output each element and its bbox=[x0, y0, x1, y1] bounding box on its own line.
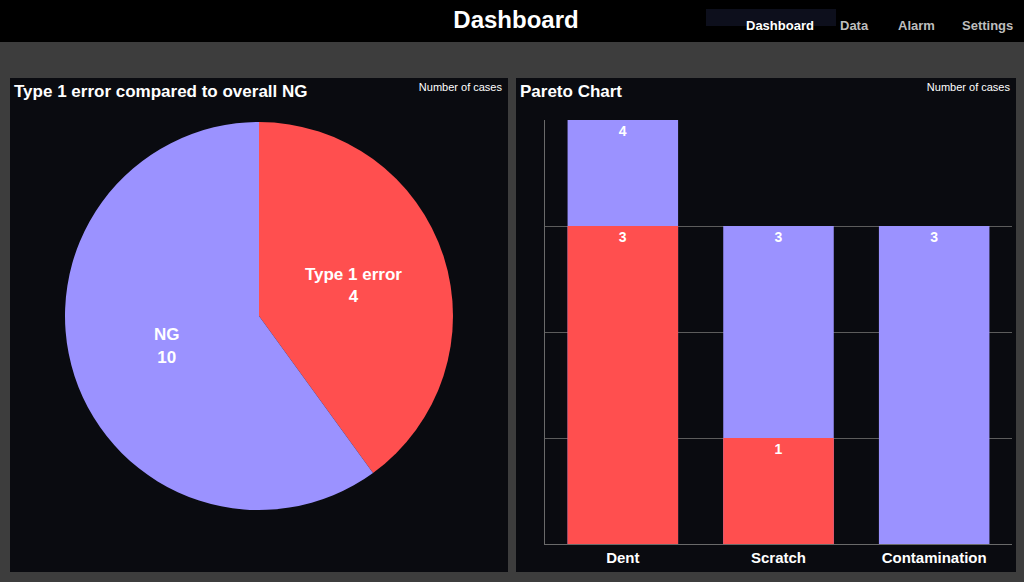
html-text:Number of cases: Number of cases bbox=[926, 81, 1010, 93]
html-text:Alarm: Alarm bbox=[898, 18, 935, 33]
svg-text:Dent: Dent bbox=[606, 549, 639, 566]
svg-text:3: 3 bbox=[775, 229, 783, 245]
svg-text:1: 1 bbox=[775, 441, 783, 457]
svg-text:Scratch: Scratch bbox=[751, 549, 806, 566]
html-text:Type 1 error compared to overa: Type 1 error compared to overall NG bbox=[14, 82, 308, 101]
svg-text:Contamination: Contamination bbox=[882, 549, 987, 566]
html-text:Data: Data bbox=[840, 18, 869, 33]
html-text:Settings: Settings bbox=[962, 18, 1014, 33]
svg-text:3: 3 bbox=[930, 229, 938, 245]
svg-text:3: 3 bbox=[619, 229, 627, 245]
svg-text:4: 4 bbox=[619, 123, 627, 139]
html-text:Dashboard: Dashboard bbox=[746, 18, 814, 33]
svg-text:NG10: NG10 bbox=[154, 325, 180, 366]
html-text:Number of cases: Number of cases bbox=[418, 81, 502, 93]
svg-text:Type 1 error4: Type 1 error4 bbox=[305, 265, 402, 306]
html-text:Dashboard: Dashboard bbox=[453, 6, 579, 33]
html-text:Pareto Chart: Pareto Chart bbox=[520, 82, 622, 101]
